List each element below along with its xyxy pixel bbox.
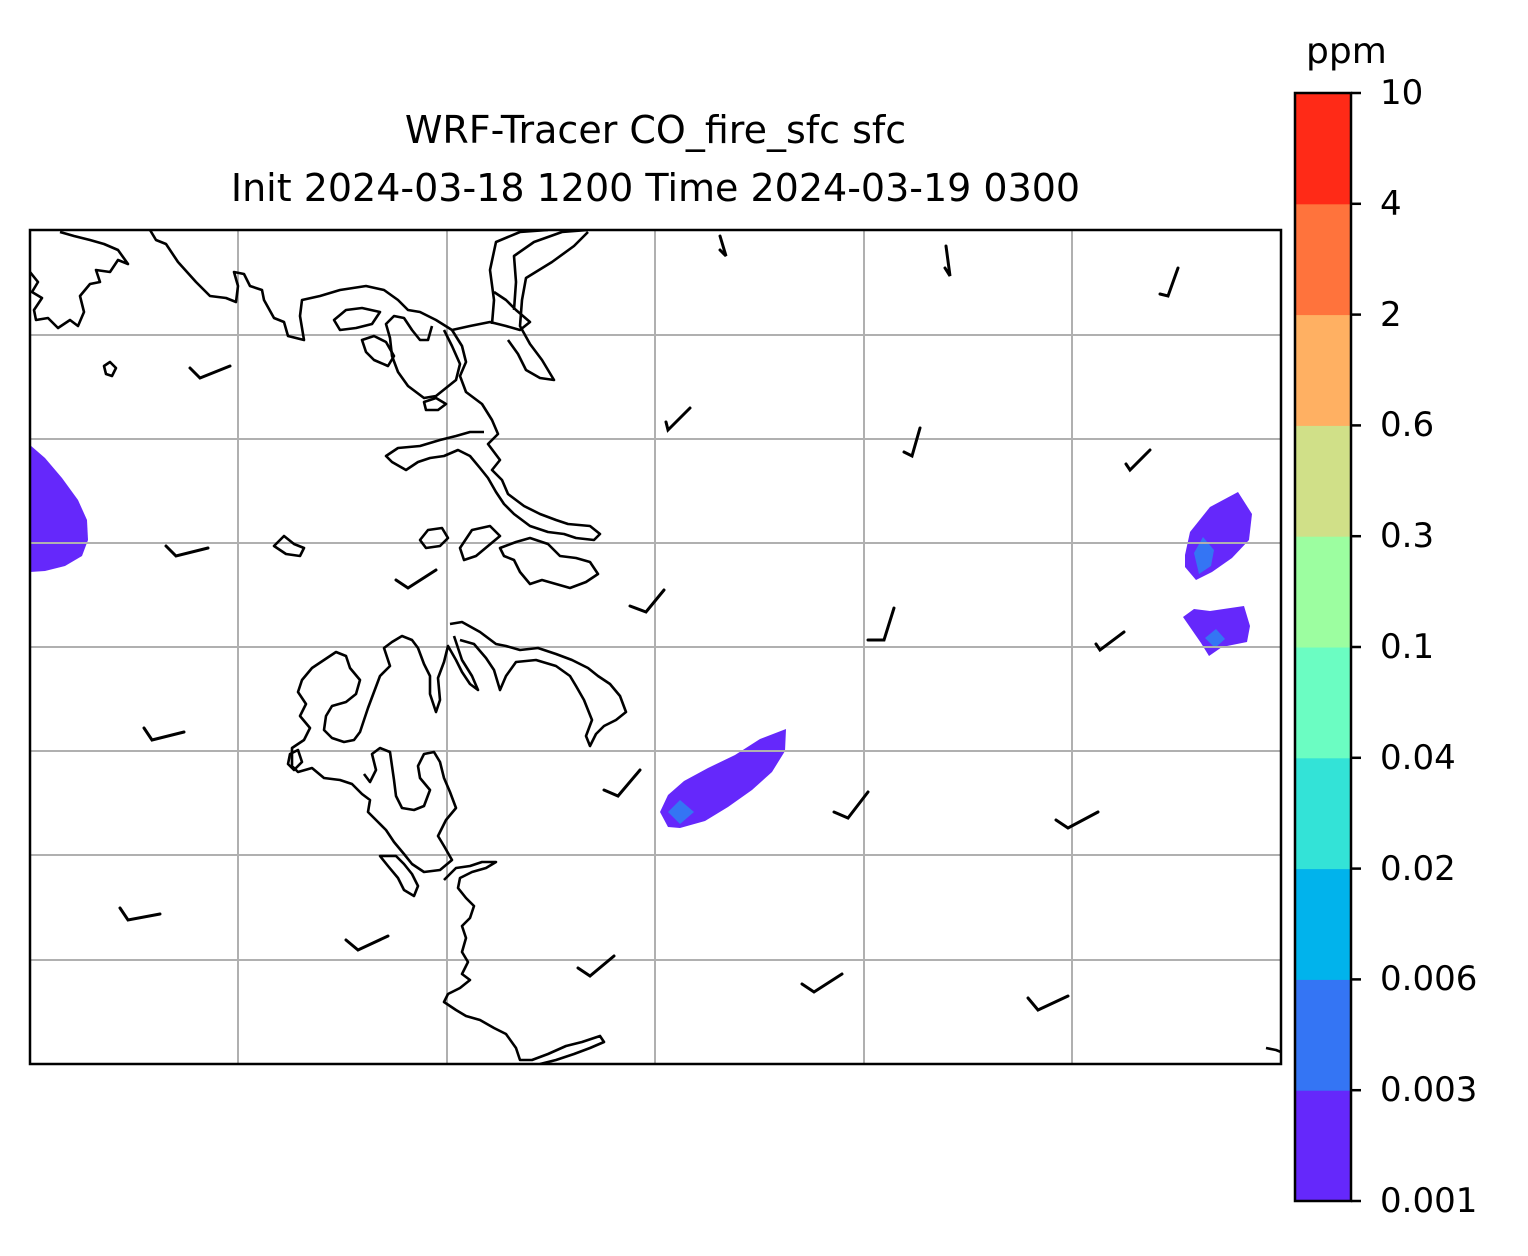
coastline-island-a (272, 534, 306, 558)
coastline-peninsula-a (384, 314, 462, 400)
wind-barb (664, 406, 692, 433)
colorbar-unit-label: ppm (1306, 31, 1387, 72)
tracer-contours (30, 445, 1252, 828)
wind-barb (866, 606, 896, 642)
coastline-northwest (30, 230, 130, 330)
wind-barb (1124, 448, 1152, 473)
wind-barb (142, 726, 186, 742)
coastline-inlet-b (506, 230, 589, 382)
colorbar-segment (1295, 757, 1351, 870)
colorbar-tick-label: 0.02 (1380, 848, 1456, 889)
coastlines (30, 230, 1281, 1064)
wind-barb (1094, 630, 1126, 653)
contour-central (660, 729, 786, 828)
contour-east-lower-inner (1205, 629, 1225, 648)
colorbar-segment (1295, 647, 1351, 759)
colorbar-segment (1295, 536, 1351, 648)
wind-barb (832, 790, 870, 820)
colorbar-tick-label: 0.04 (1380, 737, 1456, 778)
colorbar-segment (1295, 314, 1351, 426)
wind-barb (628, 588, 666, 614)
wind-barb (188, 364, 232, 380)
wind-barb (394, 568, 438, 590)
coastline-bay (449, 620, 628, 748)
map-frame (28, 228, 1283, 1066)
colorbar-segment (1295, 425, 1351, 537)
colorbar-tick-label: 4 (1380, 183, 1402, 224)
coastline-lake-b (360, 334, 396, 368)
colorbar-tick-label: 10 (1380, 73, 1424, 113)
wind-barb (602, 768, 642, 798)
colorbar-tick-label: 0.006 (1380, 959, 1478, 1000)
coastline-middle (458, 524, 600, 590)
wind-barb (1054, 810, 1100, 830)
wind-barbs (118, 234, 1180, 1012)
colorbar-tick-label: 0.1 (1380, 627, 1435, 667)
wind-barb (943, 244, 952, 277)
coastline-south (442, 860, 606, 1064)
colorbar-tick-label: 2 (1380, 294, 1402, 335)
map-title-line2: Init 2024-03-18 1200 Time 2024-03-19 030… (230, 166, 1081, 210)
map-title-line1: WRF-Tracer CO_fire_sfc sfc (404, 108, 907, 152)
colorbar-segment (1295, 868, 1351, 980)
colorbar-segment (1295, 93, 1351, 205)
colorbar-tick-label: 0.6 (1380, 405, 1435, 446)
coastline-island-b (418, 526, 450, 550)
colorbar-segment (1295, 203, 1351, 316)
colorbar-tick-label: 0.003 (1380, 1070, 1478, 1111)
wind-barb (118, 906, 162, 922)
colorbar (1293, 91, 1361, 1203)
coastline-se-corner (1265, 1046, 1281, 1054)
coastline-lake-c (422, 396, 448, 412)
coastline-island-small (102, 360, 118, 378)
coastline-north-main (148, 230, 532, 342)
contour-west-edge (30, 445, 88, 572)
contour-east-upper-inner (1194, 537, 1214, 574)
wind-barb (902, 426, 922, 459)
contour-central-inner (668, 800, 694, 824)
colorbar-tick-label: 0.001 (1380, 1181, 1478, 1221)
coastline-south-inlet (378, 854, 420, 898)
wind-barb (164, 544, 210, 558)
contour-east-upper (1185, 492, 1252, 580)
wind-barb (344, 934, 390, 952)
coastline-lake-a (332, 306, 382, 332)
coastline-river (384, 329, 602, 542)
colorbar-tick-label: 0.3 (1380, 516, 1435, 557)
coastline-southwest (290, 634, 480, 874)
coastline-inlet-a (488, 230, 549, 325)
wind-barb (800, 972, 844, 994)
wind-barb (718, 234, 728, 258)
coastline-lake-d (286, 748, 304, 772)
wind-barb (576, 954, 616, 978)
map-gridlines (30, 230, 1281, 1064)
wind-barb (1026, 994, 1070, 1012)
colorbar-segment (1295, 1090, 1351, 1202)
colorbar-segment (1295, 979, 1351, 1091)
wind-barb (1158, 266, 1180, 298)
